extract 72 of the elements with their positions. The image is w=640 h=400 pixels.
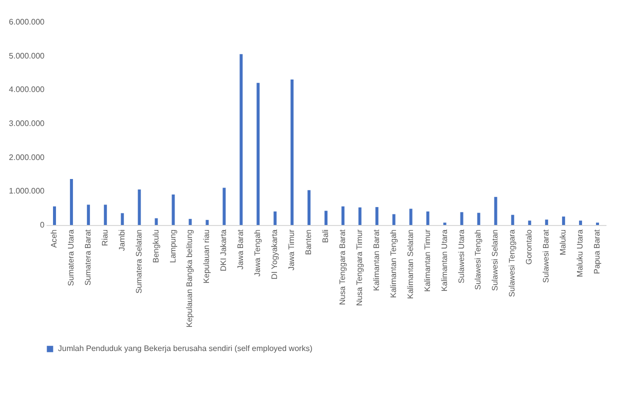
x-tick-label: Bali	[321, 229, 330, 243]
bar	[409, 208, 412, 225]
x-tick-label: Kepulauan riau	[202, 230, 212, 284]
x-tick-label: DI Yogyakarta	[270, 228, 280, 280]
x-tick-label: Sulawesi Tengah	[474, 230, 483, 290]
x-tick-label: Kepulauan Bangka belitung	[185, 230, 194, 328]
bar	[70, 178, 73, 225]
x-tick-label: Papua Barat	[592, 228, 602, 274]
bar	[290, 80, 294, 225]
x-tick-label: Nusa Tenggara Timur	[354, 229, 364, 306]
bar	[308, 190, 311, 225]
x-tick-label: Jawa Tengah	[253, 230, 262, 276]
bar	[172, 194, 175, 225]
bar	[528, 220, 532, 225]
y-tick-label: 0	[40, 220, 46, 230]
x-tick-label: Bengkulu	[151, 230, 160, 263]
bar	[545, 220, 548, 225]
bar	[477, 212, 480, 225]
x-tick-label: Riau	[100, 230, 110, 246]
bar	[86, 204, 90, 225]
bar	[52, 206, 56, 225]
bar	[154, 218, 158, 225]
bar	[562, 216, 566, 225]
bar	[104, 204, 107, 225]
bar	[494, 196, 498, 225]
y-tick-label: 1.000.000	[8, 186, 46, 196]
bar	[324, 210, 328, 225]
bar	[206, 220, 209, 225]
x-tick-label: Jambi	[117, 229, 126, 251]
x-tick-label: Kalimantan Barat	[372, 228, 381, 291]
bar	[392, 214, 396, 225]
x-tick-label: Maluku Utara	[576, 228, 585, 278]
x-tick-label: Sumatera Utara	[66, 228, 76, 286]
y-tick-label: 4.000.000	[8, 85, 46, 94]
x-tick-label: Sulawesi Selatan	[490, 230, 500, 291]
x-tick-label: Lampung	[168, 230, 178, 263]
x-tick-label: Banten	[304, 230, 314, 255]
x-tick-label: Sulawesi Utara	[456, 228, 466, 284]
bar	[579, 220, 582, 225]
x-tick-label: Nusa Tenggara Barat	[338, 228, 347, 305]
bar	[138, 189, 141, 225]
x-tick-label: Jawa Barat	[236, 228, 246, 270]
bar	[511, 214, 514, 225]
bar	[256, 82, 260, 225]
bar	[358, 207, 362, 225]
bar	[274, 211, 277, 225]
x-tick-label: Kalimantan Selatan	[406, 230, 415, 299]
x-tick-label: Aceh	[49, 230, 58, 248]
bar	[188, 218, 192, 225]
y-tick-label: 6.000.000	[8, 18, 46, 26]
bar	[375, 207, 378, 225]
x-tick-label: Maluku	[558, 230, 568, 256]
x-tick-label: Sulawesi Tenggara	[508, 228, 517, 297]
x-tick-label: Sulawesi Barat	[542, 228, 551, 283]
x-tick-label: Gorontalo	[524, 228, 534, 265]
x-tick-label: Sumatera Selatan	[134, 230, 144, 294]
bar	[222, 188, 226, 225]
bar	[426, 211, 430, 225]
bar	[120, 213, 124, 225]
y-tick-label: 2.000.000	[8, 152, 46, 162]
x-tick-label: Kalimantan Timur	[422, 229, 432, 292]
x-tick-label: DKI Jakarta	[219, 228, 228, 272]
x-tick-label: Kalimantan Tengah	[388, 230, 398, 298]
x-tick-label: Sumatera Barat	[83, 228, 92, 286]
y-tick-label: 3.000.000	[8, 119, 46, 128]
legend-label: Jumlah Penduduk yang Bekerja berusaha sendiri (self employed works)	[58, 344, 313, 353]
x-tick-label: Kalimantan Utara	[440, 228, 449, 292]
bar	[460, 212, 464, 225]
bar	[240, 54, 243, 225]
bar	[341, 206, 344, 225]
y-tick-label: 5.000.000	[8, 51, 46, 60]
x-tick-label: Jawa Timur	[287, 229, 296, 270]
